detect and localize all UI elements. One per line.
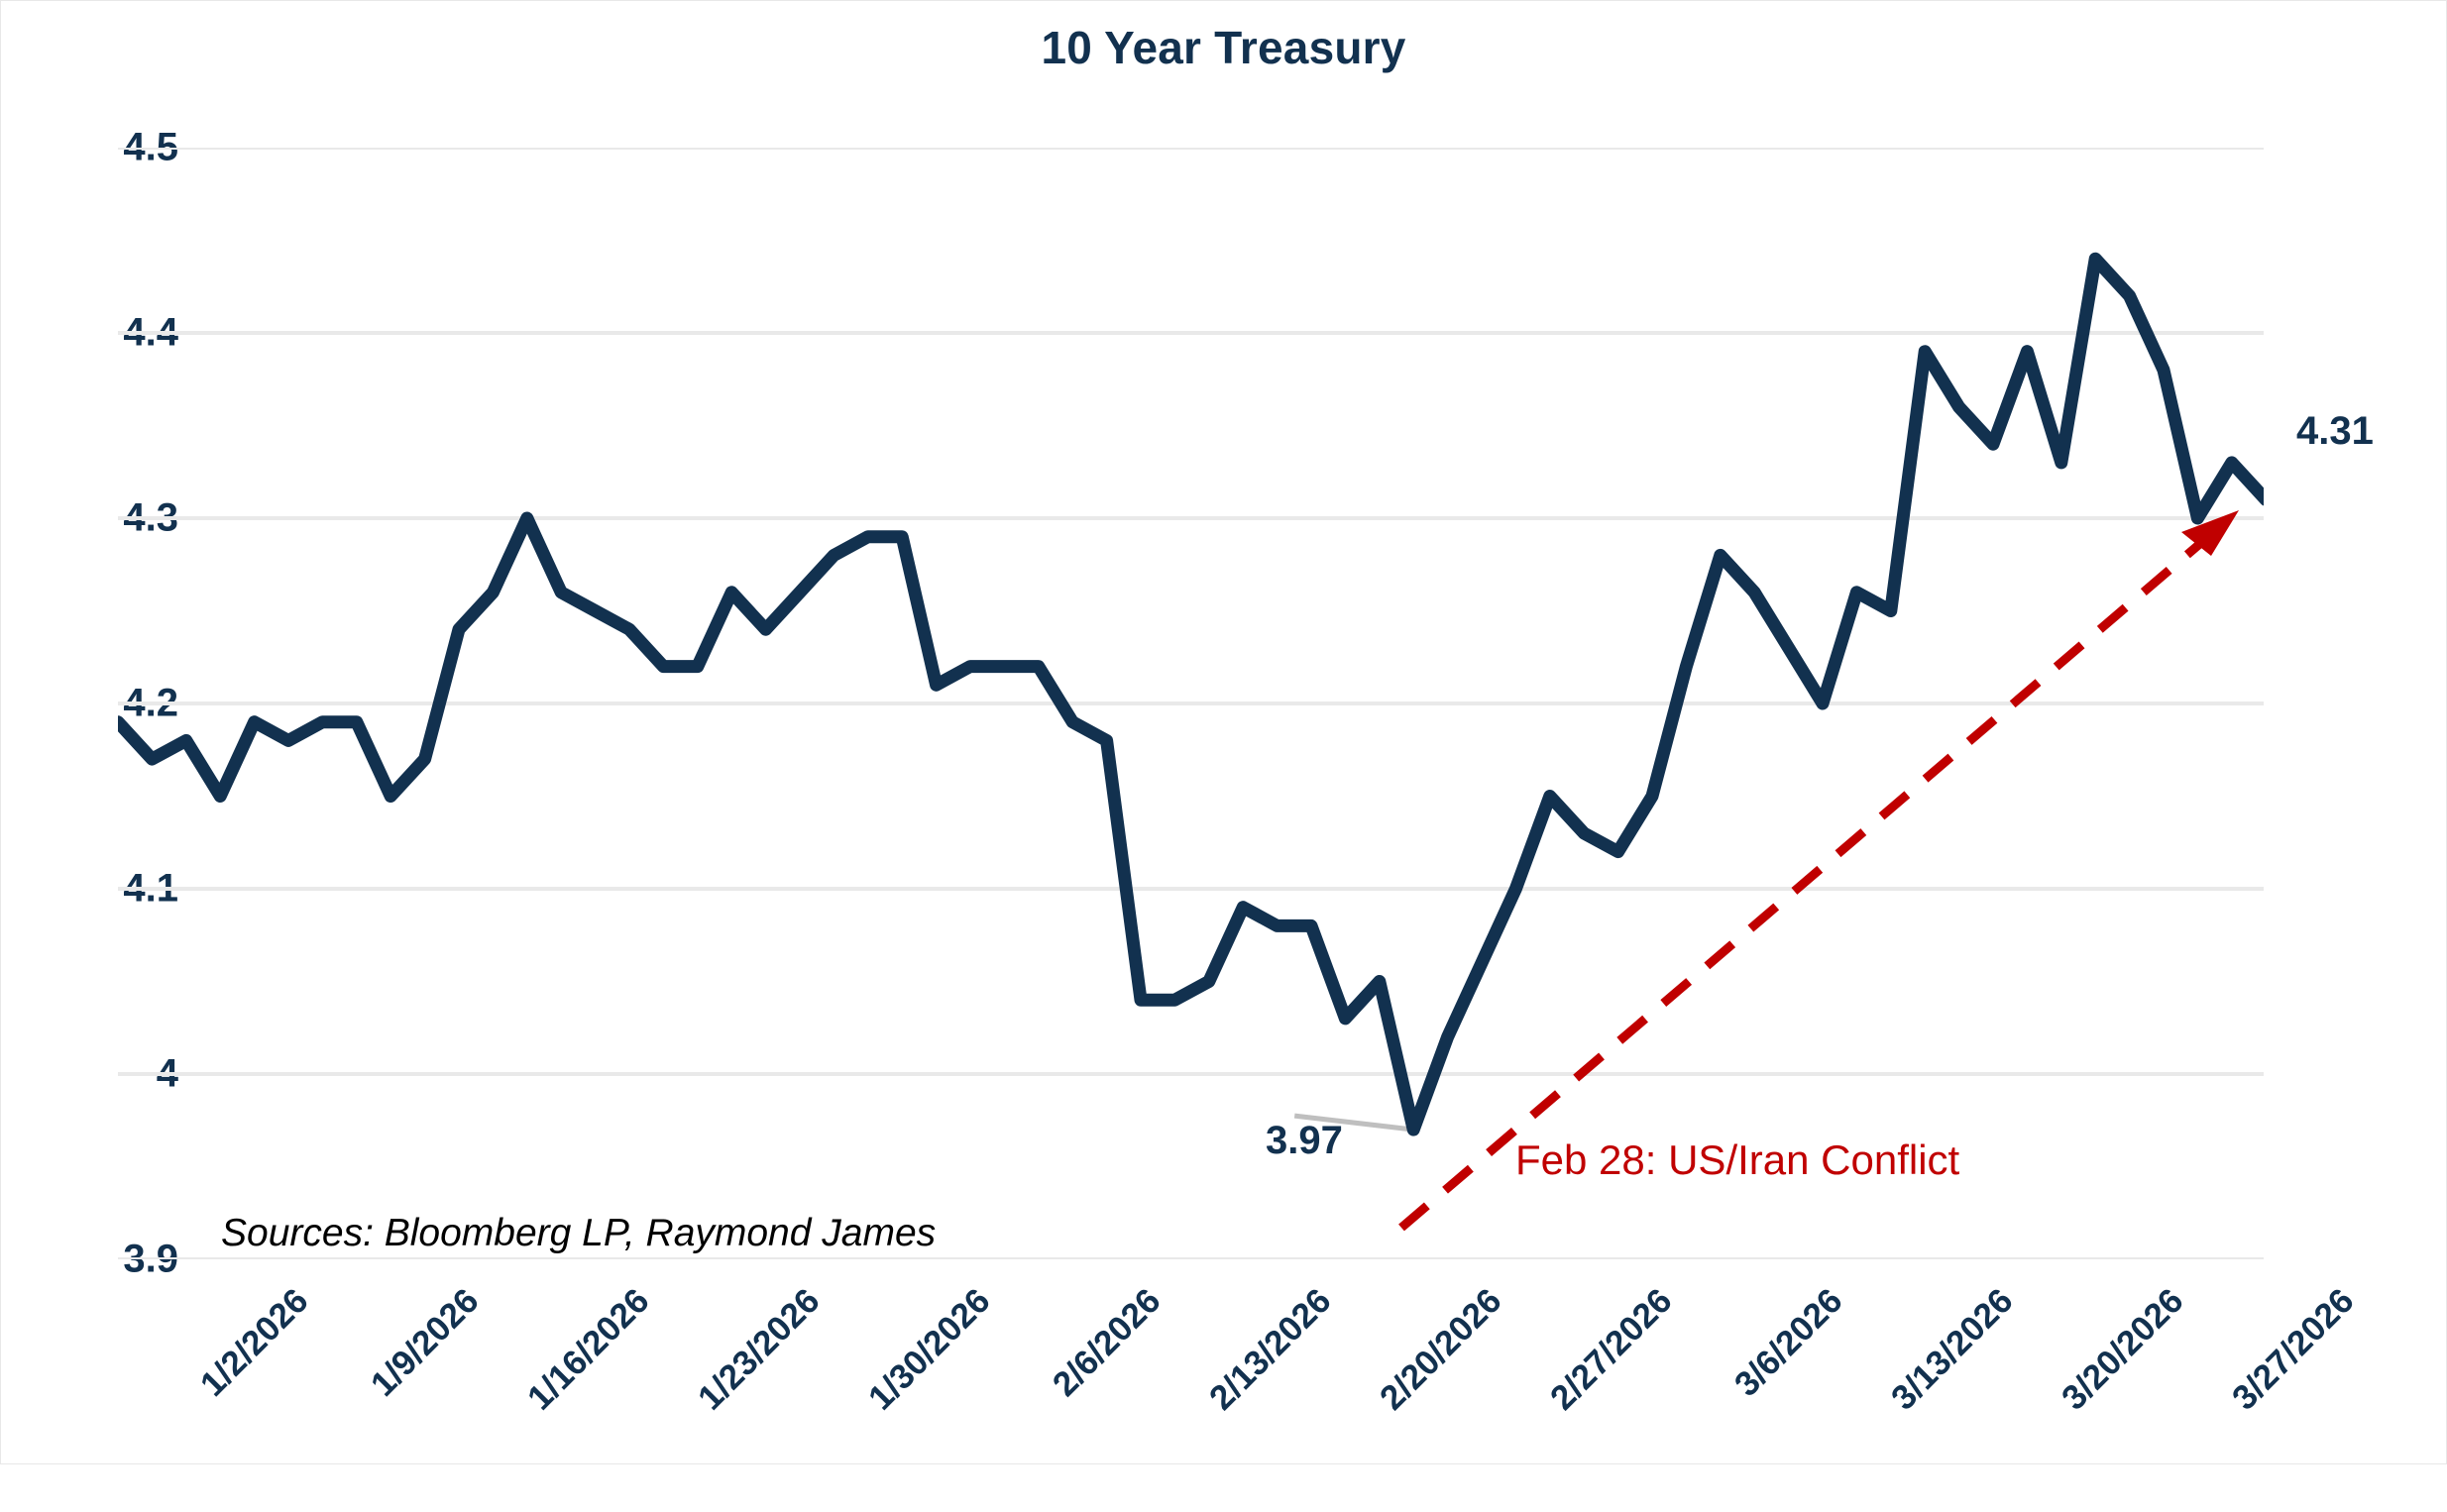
chart-title: 10 Year Treasury — [1041, 22, 1406, 73]
sources-note: Sources: Bloomberg LP, Raymond James — [221, 1212, 937, 1254]
trend-arrow — [1398, 510, 2239, 1232]
data-label-last: 4.31 — [2296, 409, 2374, 453]
data-label-low: 3.97 — [1266, 1119, 1343, 1162]
plot-area — [118, 148, 2264, 1259]
event-annotation-label: Feb 28: US/Iran Conflict — [1515, 1136, 1960, 1183]
series-line-10-year-treasury — [118, 252, 2264, 1136]
chart-container: 10 Year Treasury 4.5 4.4 4.3 4.2 4.1 4 3… — [0, 0, 2447, 1464]
leader-line-low — [1293, 1113, 1414, 1133]
